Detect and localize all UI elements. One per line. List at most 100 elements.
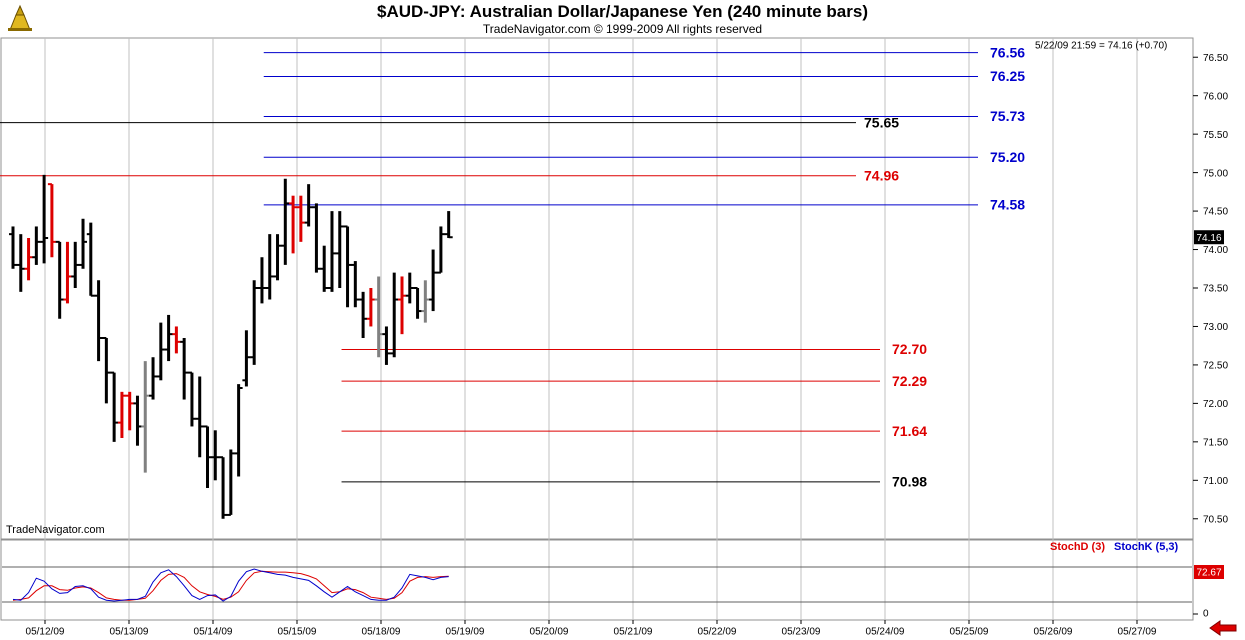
ohlc-bar [16, 234, 25, 292]
quote-info: 5/22/09 21:59 = 74.16 (+0.70) [1035, 41, 1167, 52]
ohlc-bar [436, 226, 445, 274]
level-label: 76.25 [990, 68, 1025, 84]
stoch-last-label: 72.67 [1196, 568, 1221, 579]
date-tick-label: 05/20/09 [530, 627, 569, 638]
ohlc-bar [250, 280, 259, 365]
ohlc-bar [413, 287, 422, 319]
ohlc-bar [195, 376, 204, 458]
ohlc-bar [187, 371, 196, 427]
ohlc-bar [47, 183, 56, 258]
ohlc-bar [180, 338, 189, 400]
ohlc-bar [421, 280, 430, 323]
price-tick-label: 73.50 [1203, 284, 1228, 295]
page-subtitle: TradeNavigator.com © 1999-2009 All right… [482, 22, 763, 36]
ohlc-bar [296, 195, 305, 242]
ohlc-bar [304, 184, 313, 227]
ohlc-bar [226, 449, 235, 516]
ohlc-bar [94, 280, 103, 362]
price-tick-label: 74.00 [1203, 245, 1228, 256]
ohlc-bar [102, 337, 111, 404]
date-tick-label: 05/24/09 [866, 627, 905, 638]
ohlc-bar [351, 261, 360, 308]
date-axis: 05/12/09 05/13/09 05/14/09 05/15/09 05/18/09… [26, 620, 1157, 638]
date-tick-label: 05/14/09 [194, 627, 233, 638]
stoch-tick-label: 0 [1203, 609, 1209, 620]
date-tick-label: 05/19/09 [446, 627, 485, 638]
chart-logo-icon [8, 4, 32, 31]
ohlc-bar [390, 272, 399, 358]
ohlc-bar [359, 291, 368, 338]
date-tick-label: 05/21/09 [614, 627, 653, 638]
date-tick-label: 05/25/09 [950, 627, 989, 638]
vertical-gridlines [44, 38, 1138, 620]
price-tick-label: 76.00 [1203, 91, 1228, 102]
date-tick-label: 05/12/09 [26, 627, 65, 638]
ohlc-bar [55, 240, 64, 319]
ohlc-bar [320, 245, 329, 292]
ohlc-bar [125, 391, 134, 431]
stoch-series-line [12, 568, 449, 602]
ohlc-bar [24, 238, 33, 281]
ohlc-bar [405, 272, 414, 304]
red-left-arrow-icon[interactable] [1208, 620, 1238, 636]
ohlc-bar [219, 456, 228, 519]
ohlc-bar [234, 384, 243, 477]
ohlc-bar [86, 222, 95, 297]
ohlc-bar [79, 218, 88, 269]
price-tick-label: 74.50 [1203, 207, 1228, 218]
stochastic-panel[interactable] [0, 539, 1194, 621]
level-lines: 76.56 76.25 75.73 75.65 75.20 74.96 74.58 72.70… [0, 44, 1025, 490]
ohlc-bar [40, 174, 49, 264]
page-title: $AUD-JPY: Australian Dollar/Japanese Yen… [377, 2, 868, 21]
date-tick-label: 05/18/09 [362, 627, 401, 638]
watermark: TradeNavigator.com [6, 524, 105, 536]
price-axis: 70.50 71.00 71.50 72.00 72.50 73.00 73.50 74.00… [1193, 53, 1228, 525]
price-tick-label: 72.00 [1203, 399, 1228, 410]
level-label: 74.58 [990, 197, 1025, 213]
ohlc-bar [374, 276, 383, 358]
ohlc-bar [398, 276, 406, 335]
ohlc-bar [164, 314, 173, 362]
ohlc-bar [366, 288, 375, 327]
ohlc-bar [343, 225, 352, 308]
date-tick-label: 05/13/09 [110, 627, 149, 638]
level-label: 72.29 [892, 373, 927, 389]
price-tick-label: 76.50 [1203, 53, 1228, 64]
ohlc-bar [265, 234, 274, 300]
ohlc-bar [444, 211, 453, 239]
ohlc-bar [141, 361, 150, 473]
ohlc-bar [32, 226, 41, 265]
ohlc-bar [172, 326, 181, 354]
ohlc-bar [211, 430, 220, 481]
level-label: 75.73 [990, 108, 1025, 124]
ohlc-bar [289, 195, 298, 254]
stochd-legend: StochD (3) [1050, 541, 1105, 553]
ohlc-bar [71, 241, 80, 288]
ohlc-bar [9, 226, 17, 269]
date-tick-label: 05/15/09 [278, 627, 317, 638]
level-label: 74.96 [864, 167, 899, 183]
ohlc-bar [281, 178, 290, 265]
level-label: 71.64 [892, 423, 927, 439]
stoch-last-box [1194, 565, 1224, 579]
price-tick-label: 73.00 [1203, 322, 1228, 333]
ohlc-bar [117, 391, 126, 438]
last-price-box [1194, 230, 1224, 245]
ohlc-bar [133, 395, 142, 446]
ohlc-bar [257, 257, 266, 304]
ohlc-bar [312, 203, 321, 273]
ohlc-bar [335, 211, 344, 288]
level-label: 72.70 [892, 341, 927, 357]
ohlc-bar [273, 234, 282, 281]
stochastic-lines: 072.67 [2, 565, 1224, 620]
price-tick-label: 72.50 [1203, 361, 1228, 372]
level-label: 75.20 [990, 149, 1025, 165]
date-tick-label: 05/26/09 [1034, 627, 1073, 638]
ohlc-bar [242, 330, 251, 387]
date-tick-label: 05/27/09 [1118, 627, 1157, 638]
ohlc-bars [9, 174, 453, 519]
ohlc-bar [110, 371, 119, 442]
ohlc-bar [63, 241, 72, 304]
chart-header: $AUD-JPY: Australian Dollar/Japanese Yen… [0, 0, 1245, 38]
